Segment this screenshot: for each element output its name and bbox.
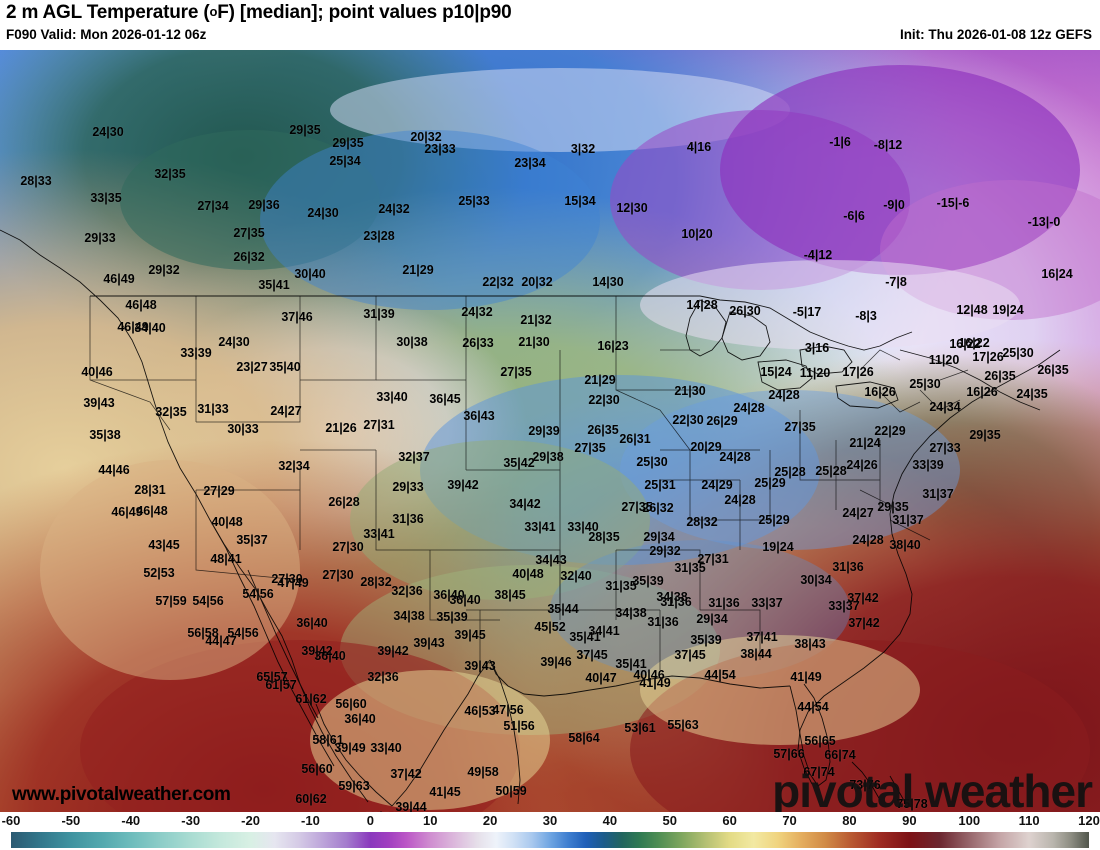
colorbar-tick: -10	[301, 813, 320, 828]
colorbar-tick: 100	[958, 813, 981, 828]
header-bar: 2 m AGL Temperature (oF) [median]; point…	[0, 0, 1100, 50]
colorbar-tick: 20	[482, 813, 498, 828]
title-text-main: 2 m AGL Temperature (	[6, 2, 210, 23]
colorbar-tick: 60	[722, 813, 737, 828]
colorbar-tick: -20	[241, 813, 260, 828]
colorbar-tick: 70	[782, 813, 797, 828]
model-init-time: Init: Thu 2026-01-08 12z GEFS	[899, 27, 1092, 42]
colorbar-tick: 40	[602, 813, 618, 828]
colorbar-tick: 90	[902, 813, 917, 828]
colorbar-tick-labels: -60 -50 -40 -30 -20 -10 0 10 20 30 40 50 60 70 80 90 100…	[0, 812, 1100, 831]
colorbar-tick: 0	[366, 813, 374, 828]
temperature-field	[0, 50, 1100, 812]
title-text-rest: F) [median]; point values p10|p90	[217, 2, 512, 23]
temperature-map[interactable]: 24|30 29|35 32|35 28|33 25|34 33|35 27|34 29|36…	[0, 50, 1100, 812]
colorbar-gradient-fill	[11, 832, 1089, 848]
degree-symbol-icon: o	[209, 4, 218, 19]
colorbar-tick: -30	[181, 813, 201, 828]
colorbar-tick: 80	[842, 813, 857, 828]
colorbar-gradient[interactable]	[11, 832, 1089, 848]
colorbar-tick: -60	[1, 813, 21, 828]
site-watermark: www.pivotalweather.com	[12, 784, 231, 805]
colorbar-tick: 50	[662, 813, 677, 828]
forecast-valid-time: F090 Valid: Mon 2026-01-12 06z	[6, 27, 207, 42]
map-canvas	[0, 50, 1100, 812]
colorbar-panel: -60 -50 -40 -30 -20 -10 0 10 20 30 40 50 60 70 80 90 100…	[0, 812, 1100, 850]
colorbar-tick: -50	[61, 813, 81, 828]
colorbar-tick: 10	[422, 813, 438, 828]
page-title: 2 m AGL Temperature (oF) [median]; point…	[6, 2, 512, 24]
map-borders	[0, 229, 1061, 807]
colorbar-tick: 30	[542, 813, 558, 828]
colorbar-tick: 110	[1018, 813, 1040, 828]
colorbar-tick: 120	[1078, 813, 1100, 828]
brand-watermark: pivotal weather	[772, 765, 1093, 812]
colorbar-tick: -40	[121, 813, 141, 828]
